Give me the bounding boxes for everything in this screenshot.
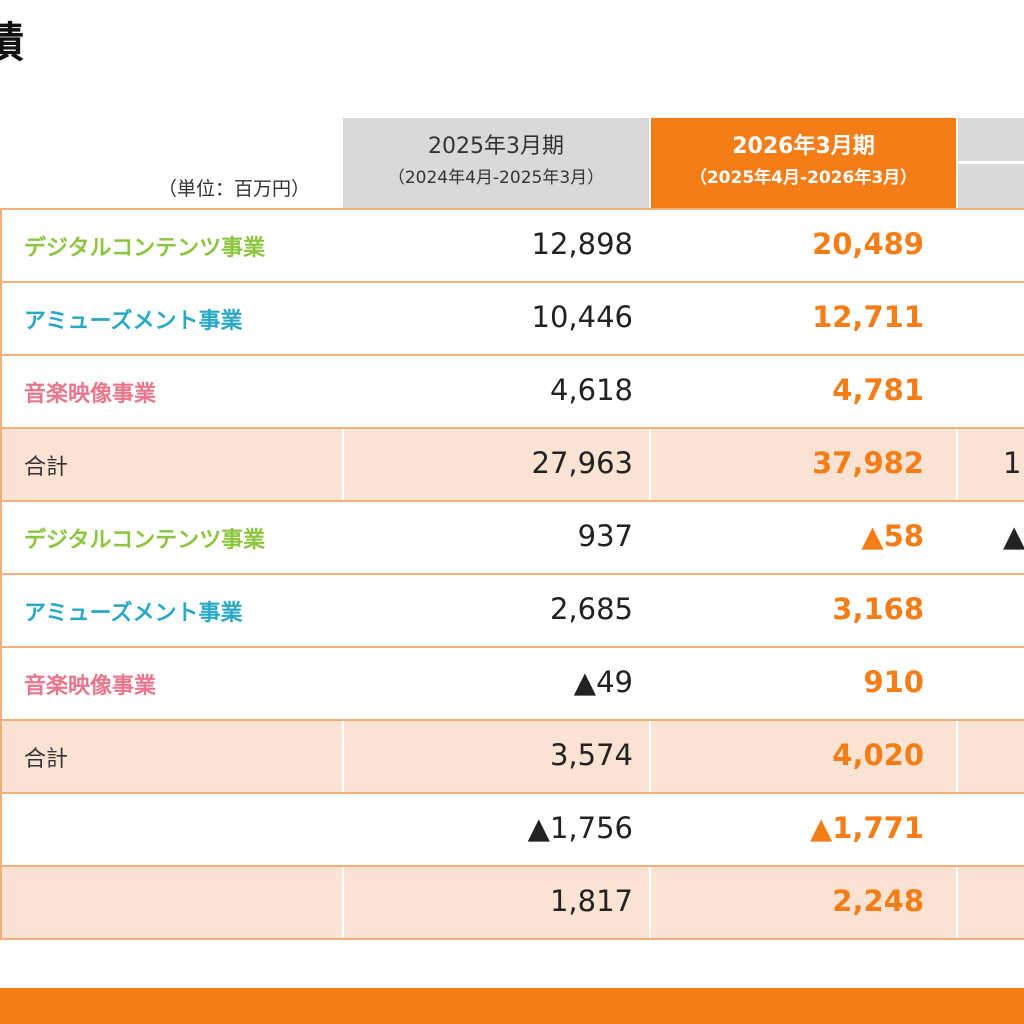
value-next: ▲: [1003, 519, 1024, 553]
value-fy2026: ▲58: [861, 519, 924, 553]
column-header-fy2025-year: 2025年3月期: [428, 134, 564, 159]
column-header-fy2026: 2026年3月期 （2025年4月-2026年3月）: [651, 118, 956, 208]
value-fy2026: 4,020: [832, 738, 924, 772]
value-fy2026: 37,982: [812, 446, 924, 480]
column-header-fy2026-period: （2025年4月-2026年3月）: [689, 168, 918, 188]
page-title: 績: [0, 18, 25, 67]
column-header-fy2026-year: 2026年3月期: [732, 134, 875, 159]
cell-divider: [956, 867, 958, 938]
value-fy2026: 910: [863, 665, 924, 699]
value-fy2025: 27,963: [531, 446, 633, 480]
value-fy2025: 937: [577, 519, 633, 553]
cell-divider: [649, 429, 651, 500]
table-row: デジタルコンテンツ事業 12,898 20,489: [0, 210, 1024, 283]
value-fy2026: 4,781: [832, 373, 924, 407]
cell-divider: [956, 429, 958, 500]
value-fy2026: 3,168: [832, 592, 924, 626]
footer-bar: [0, 988, 1024, 1024]
value-fy2025: 3,574: [549, 738, 633, 772]
row-label: 音楽映像事業: [24, 674, 157, 699]
table-top-border: [0, 208, 1024, 210]
table-row-total: 合計 27,963 37,982 1: [0, 429, 1024, 502]
value-fy2026: 20,489: [812, 227, 924, 261]
value-fy2025: 2,685: [549, 592, 633, 626]
value-fy2025: ▲1,756: [527, 811, 633, 845]
value-fy2026: ▲1,771: [809, 811, 924, 845]
row-label: 合計: [24, 455, 69, 480]
row-label: アミューズメント事業: [24, 601, 243, 626]
table-row: ▲1,756 ▲1,771: [0, 794, 1024, 867]
unit-label: （単位：百万円）: [158, 178, 311, 200]
value-fy2025: 4,618: [549, 373, 633, 407]
row-label: デジタルコンテンツ事業: [24, 236, 266, 261]
value-fy2026: 2,248: [832, 884, 924, 918]
row-label: 合計: [24, 747, 69, 772]
cell-divider: [342, 429, 344, 500]
value-fy2026: 12,711: [812, 300, 924, 334]
column-header-next-top: [958, 118, 1024, 161]
table-row: 1,817 2,248: [0, 867, 1024, 940]
value-next: 1: [1003, 446, 1022, 480]
value-fy2025: 10,446: [531, 300, 633, 334]
value-fy2025: 12,898: [531, 227, 633, 261]
table-row-total: 合計 3,574 4,020: [0, 721, 1024, 794]
cell-divider: [649, 721, 651, 792]
value-fy2025: 1,817: [549, 884, 633, 918]
column-header-fy2025-period: （2024年4月-2025年3月）: [387, 168, 605, 188]
table-row: 音楽映像事業 ▲49 910: [0, 648, 1024, 721]
cell-divider: [956, 721, 958, 792]
value-fy2025: ▲49: [573, 665, 633, 699]
table-row: 音楽映像事業 4,618 4,781: [0, 356, 1024, 429]
cell-divider: [649, 867, 651, 938]
column-header-next-bottom: [958, 164, 1024, 208]
table-row: アミューズメント事業 2,685 3,168: [0, 575, 1024, 648]
cell-divider: [342, 721, 344, 792]
table-row: デジタルコンテンツ事業 937 ▲58 ▲: [0, 502, 1024, 575]
row-label: アミューズメント事業: [24, 309, 243, 334]
table-row: アミューズメント事業 10,446 12,711: [0, 283, 1024, 356]
row-label: デジタルコンテンツ事業: [24, 528, 266, 553]
table-left-border: [0, 208, 2, 940]
cell-divider: [342, 867, 344, 938]
row-label: 音楽映像事業: [24, 382, 157, 407]
column-header-fy2025: 2025年3月期 （2024年4月-2025年3月）: [343, 118, 649, 208]
